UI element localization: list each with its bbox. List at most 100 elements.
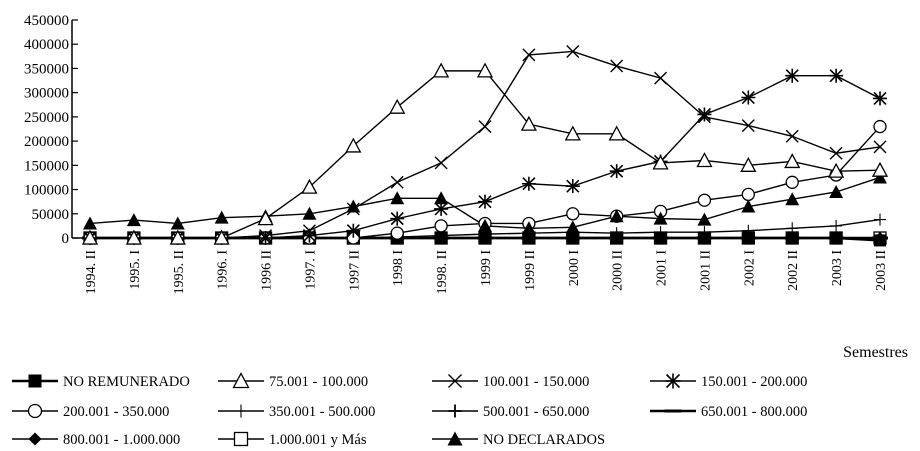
x-tick-label: 1995. II <box>172 250 187 295</box>
data-point <box>829 184 844 198</box>
data-point <box>448 404 462 418</box>
data-point <box>608 125 625 141</box>
x-tick-label: 2003 I <box>830 250 845 287</box>
data-point <box>829 146 843 160</box>
legend-label: 1.000.001 y Más <box>269 432 367 448</box>
data-point <box>389 98 406 114</box>
data-point <box>566 207 580 221</box>
data-point <box>785 68 800 83</box>
data-point <box>609 164 624 179</box>
data-point <box>433 62 450 78</box>
data-point <box>873 170 887 184</box>
x-tick-label: 1994. II <box>84 250 99 295</box>
data-point <box>434 201 449 216</box>
y-tick-label: 400000 <box>24 37 69 53</box>
data-point <box>302 206 317 220</box>
y-axis: 0 50000 100000 150000 200000 250000 300000 3500… <box>24 13 78 247</box>
legend: NO REMUNERADO 75.001 - 100.000 100.001 - 1… <box>12 372 807 448</box>
legend-label: 75.001 - 100.000 <box>269 374 368 390</box>
y-tick-label: 450000 <box>24 13 69 29</box>
data-point <box>610 227 623 240</box>
data-point <box>871 161 889 177</box>
data-point <box>653 211 668 225</box>
data-point <box>27 403 43 419</box>
data-point <box>233 431 249 447</box>
data-point <box>390 226 404 240</box>
legend-item: 200.001 - 350.000 <box>12 403 169 420</box>
data-point <box>520 115 537 131</box>
data-point <box>346 202 360 216</box>
x-tick-label: 1996 II <box>260 250 275 291</box>
data-point <box>257 210 274 226</box>
data-point <box>390 191 405 205</box>
data-point <box>785 175 799 189</box>
data-point <box>873 91 887 106</box>
data-point <box>346 199 361 213</box>
x-tick-label: 1997 II <box>347 250 362 291</box>
data-point <box>521 176 536 191</box>
data-point <box>390 175 404 189</box>
data-point <box>741 187 755 202</box>
legend-item: 650.001 - 800.000 <box>650 404 807 420</box>
data-point <box>741 119 755 133</box>
legend-label: 800.001 - 1.000.000 <box>63 432 180 448</box>
data-point <box>874 234 886 247</box>
data-point <box>448 374 462 388</box>
x-tick-label: 2003 II <box>874 250 889 291</box>
data-point <box>302 224 316 238</box>
data-point <box>665 373 681 389</box>
data-point <box>830 232 843 244</box>
x-tick-label: 1997. I <box>303 250 318 290</box>
data-point <box>697 107 712 122</box>
x-axis-label: Semestres <box>843 344 908 361</box>
x-tick-label: 2000 II <box>611 250 626 291</box>
data-point <box>522 48 536 62</box>
x-tick-label: 1998. II <box>435 250 450 295</box>
data-point <box>742 232 755 244</box>
y-tick-label: 250000 <box>24 110 69 126</box>
data-point <box>302 228 317 243</box>
data-point <box>28 432 42 446</box>
x-tick-label: 1999 II <box>523 250 538 291</box>
data-point <box>696 152 713 168</box>
data-point <box>654 226 667 239</box>
data-point <box>521 221 536 235</box>
data-point <box>566 44 580 58</box>
data-point <box>652 154 669 170</box>
x-tick-label: 2002 I <box>742 250 757 287</box>
x-axis: 1994. II 1995. I 1995. II 1996. I 1996 II 199… <box>84 238 889 294</box>
data-point <box>476 62 494 78</box>
data-point <box>741 90 756 105</box>
data-point <box>434 219 448 233</box>
data-point <box>741 199 756 213</box>
data-point <box>170 216 185 230</box>
data-point <box>697 110 711 124</box>
series-lines <box>89 50 881 242</box>
x-tick-label: 1999 I <box>479 250 494 287</box>
legend-label: NO DECLARADOS <box>483 432 605 448</box>
y-tick-label: 200000 <box>24 134 69 150</box>
data-point <box>564 125 581 141</box>
legend-label: 200.001 - 350.000 <box>63 404 169 420</box>
x-tick-label: 1998 I <box>391 250 406 287</box>
legend-label: 350.001 - 500.000 <box>269 404 375 420</box>
data-point <box>434 191 449 205</box>
legend-item: 800.001 - 1.000.000 <box>12 432 180 448</box>
data-point <box>232 372 250 389</box>
data-point <box>830 219 843 232</box>
legend-label: NO REMUNERADO <box>63 374 190 390</box>
y-tick-label: 150000 <box>24 158 69 174</box>
y-tick-label: 100000 <box>24 183 69 199</box>
data-point <box>81 229 99 245</box>
x-tick-label: 2001 II <box>698 250 713 291</box>
data-point <box>258 231 273 245</box>
data-point <box>697 212 712 226</box>
data-point <box>609 209 624 223</box>
series-line <box>90 50 881 239</box>
data-point <box>785 192 800 206</box>
legend-item: NO REMUNERADO <box>12 374 190 390</box>
x-tick-label: 1996. I <box>216 250 231 290</box>
data-point <box>28 374 42 388</box>
data-point <box>478 194 492 209</box>
